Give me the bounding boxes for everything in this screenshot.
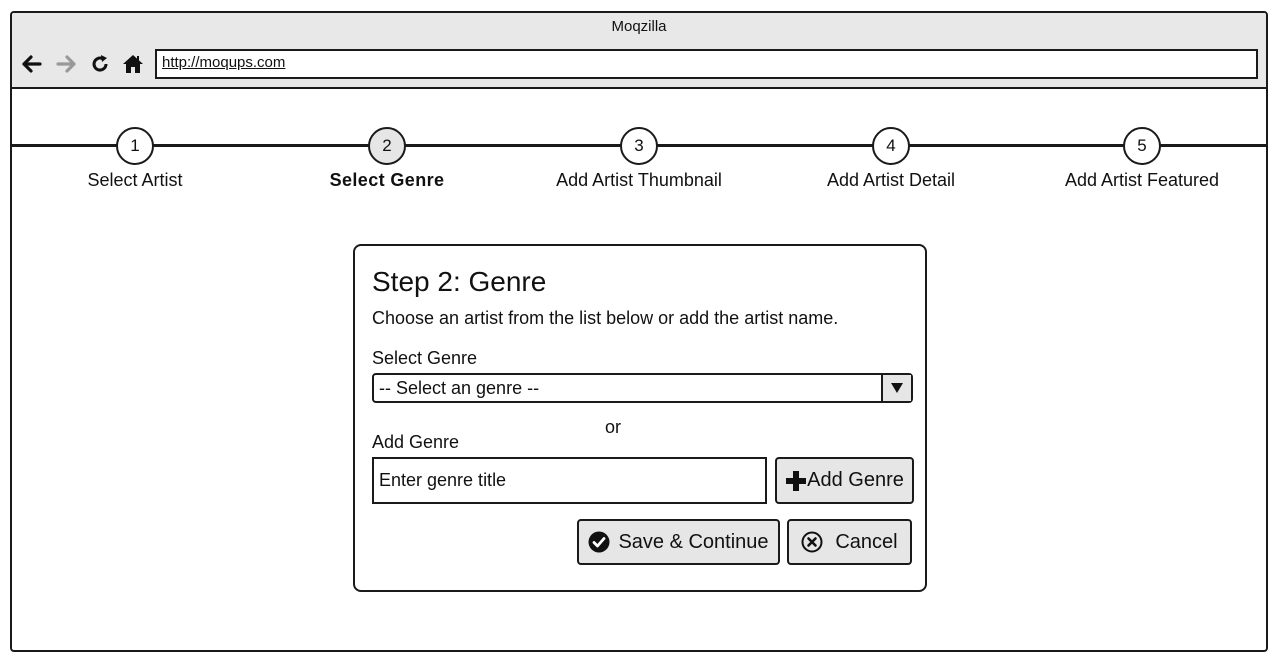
form-description: Choose an artist from the list below or …: [372, 308, 839, 328]
check-circle-icon: [588, 531, 610, 553]
genre-title-input[interactable]: [372, 457, 767, 504]
window-title: Moqzilla: [611, 18, 667, 35]
step-number: 1: [116, 127, 154, 165]
add-genre-label: Add Genre: [372, 432, 460, 452]
step-5[interactable]: 5 Add Artist Featured: [1032, 127, 1252, 191]
step-label: Add Artist Detail: [826, 170, 956, 190]
browser-window: Moqzilla http://moqups.com 1 Sele: [10, 11, 1268, 652]
dropdown-arrow-icon[interactable]: [881, 375, 911, 401]
step-label: Add Artist Thumbnail: [556, 170, 722, 190]
reload-icon: [90, 54, 110, 74]
step-number: 5: [1123, 127, 1161, 165]
browser-chrome: Moqzilla http://moqups.com: [12, 13, 1266, 89]
step-number: 3: [620, 127, 658, 165]
step-2[interactable]: 2 Select Genre: [277, 127, 497, 191]
save-continue-button[interactable]: Save & Continue: [577, 519, 780, 565]
reload-button[interactable]: [89, 53, 111, 75]
plus-icon: [785, 470, 807, 492]
add-genre-button[interactable]: Add Genre: [775, 457, 914, 504]
step-number: 2: [368, 127, 406, 165]
step-label: Select Genre: [329, 170, 445, 190]
save-continue-label: Save & Continue: [618, 530, 769, 553]
step-number: 4: [872, 127, 910, 165]
form-title: Step 2: Genre: [372, 266, 547, 297]
step-label: Add Artist Featured: [1064, 170, 1220, 190]
home-button[interactable]: [122, 53, 144, 75]
add-genre-button-label: Add Genre: [807, 469, 904, 491]
step-label: Select Artist: [87, 170, 183, 190]
genre-select[interactable]: -- Select an genre --: [372, 373, 913, 403]
step-1[interactable]: 1 Select Artist: [25, 127, 245, 191]
select-genre-label: Select Genre: [372, 348, 478, 368]
cancel-button[interactable]: Cancel: [787, 519, 912, 565]
home-icon: [122, 54, 144, 74]
wizard-stepper: 1 Select Artist 2 Select Genre 3 Add Art…: [12, 89, 1266, 199]
cancel-label: Cancel: [835, 530, 898, 553]
arrow-left-icon: [20, 54, 42, 74]
genre-form-card: Step 2: Genre Choose an artist from the …: [353, 244, 927, 592]
or-separator: or: [605, 417, 622, 437]
close-circle-icon: [801, 531, 823, 553]
step-3[interactable]: 3 Add Artist Thumbnail: [529, 127, 749, 191]
genre-select-value: -- Select an genre --: [379, 378, 540, 398]
address-bar[interactable]: http://moqups.com: [155, 49, 1258, 79]
arrow-right-icon: [56, 54, 78, 74]
forward-button[interactable]: [56, 53, 78, 75]
back-button[interactable]: [20, 53, 42, 75]
step-4[interactable]: 4 Add Artist Detail: [781, 127, 1001, 191]
